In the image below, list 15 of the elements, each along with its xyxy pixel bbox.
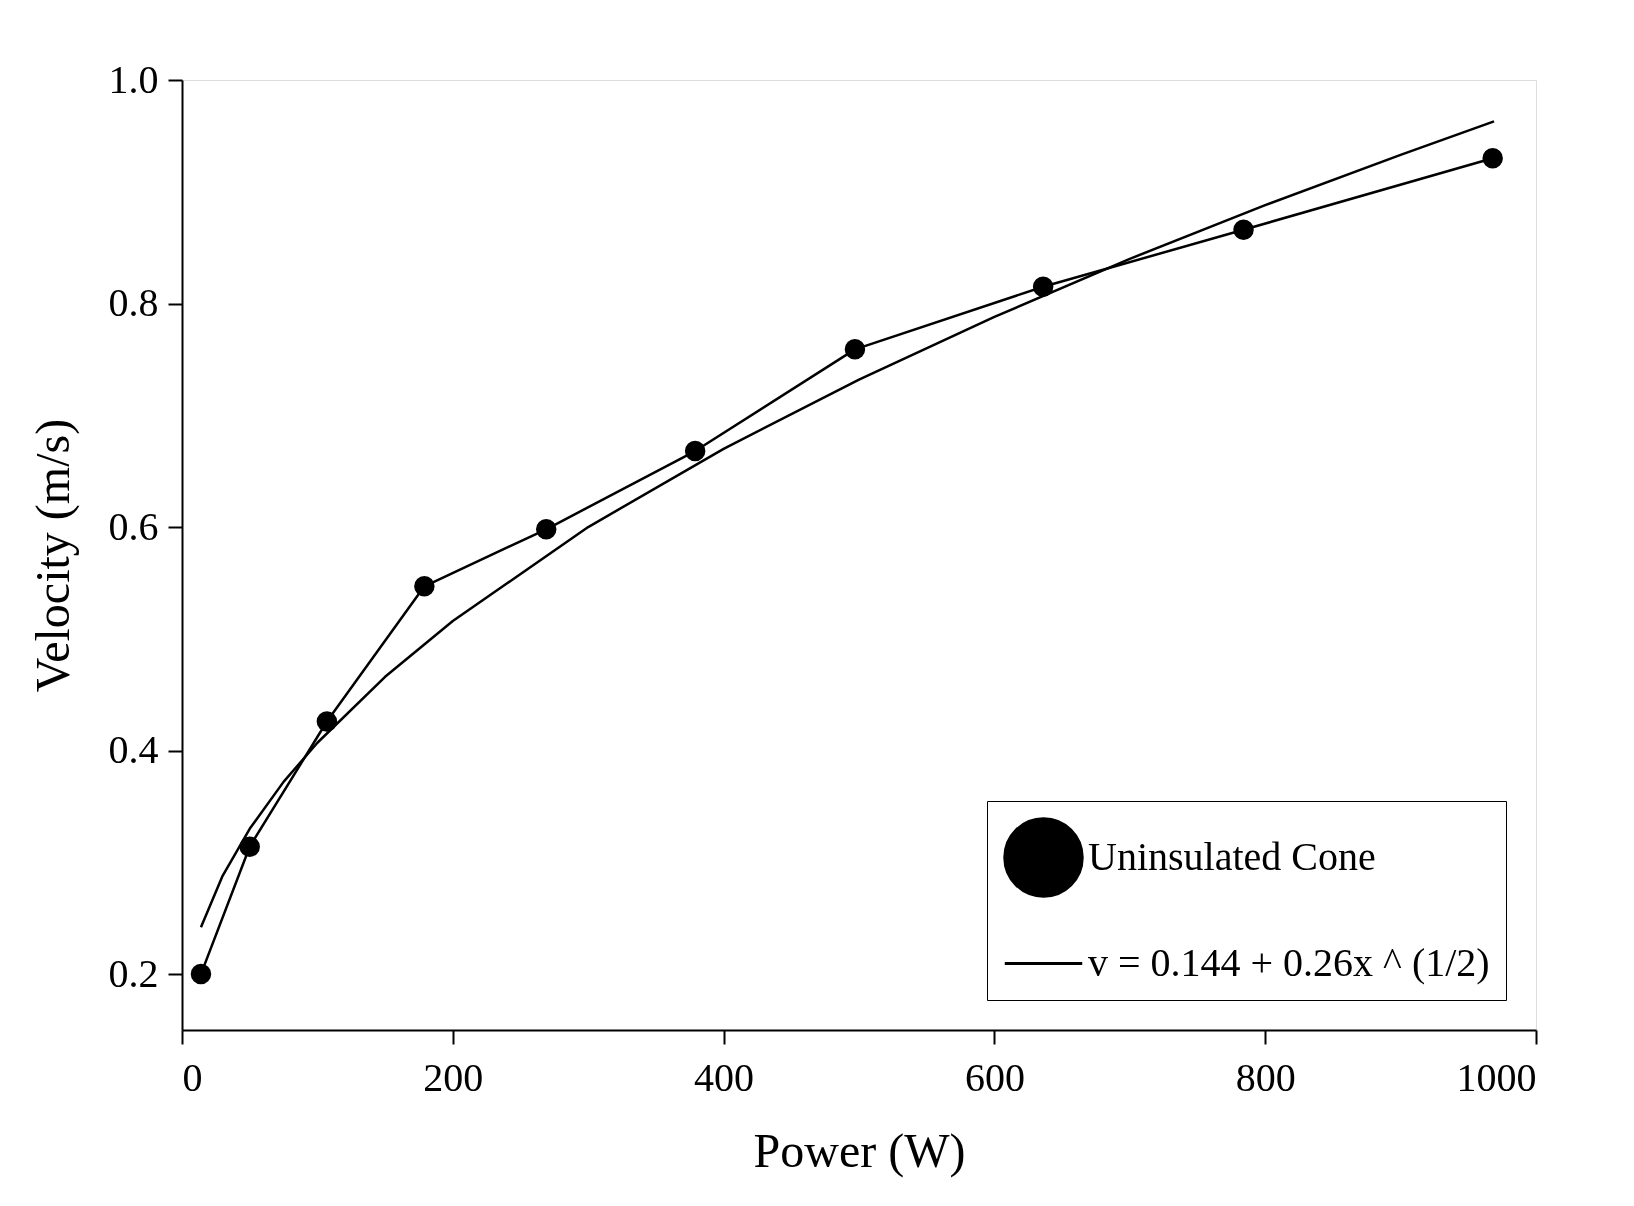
x-tick-label: 800 [1235, 1054, 1296, 1100]
y-tick-label: 0.4 [108, 727, 159, 773]
x-tick-label: 1000 [1456, 1054, 1537, 1100]
x-tick-label: 200 [423, 1054, 484, 1100]
y-tick-label: 0.8 [108, 280, 159, 326]
x-axis-title: Power (W) [753, 1123, 966, 1178]
x-tick-label: 0 [182, 1054, 203, 1100]
y-tick-label: 0.2 [108, 950, 159, 996]
legend-label: v = 0.144 + 0.26x ^ (1/2) [1088, 939, 1490, 985]
legend-label: Uninsulated Cone [1088, 833, 1376, 879]
x-tick-label: 600 [964, 1054, 1025, 1100]
y-axis-title: Velocity (m/s) [25, 418, 80, 693]
x-tick-label: 400 [694, 1054, 755, 1100]
y-tick-label: 0.6 [108, 503, 159, 549]
y-tick-label: 1.0 [108, 56, 159, 102]
